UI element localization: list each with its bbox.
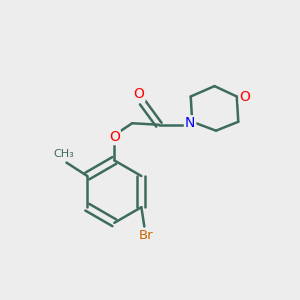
Text: O: O: [240, 89, 250, 103]
Text: O: O: [134, 87, 144, 101]
Text: N: N: [185, 116, 195, 130]
Text: O: O: [109, 130, 120, 144]
Text: Br: Br: [139, 229, 153, 242]
Text: CH₃: CH₃: [53, 149, 74, 159]
